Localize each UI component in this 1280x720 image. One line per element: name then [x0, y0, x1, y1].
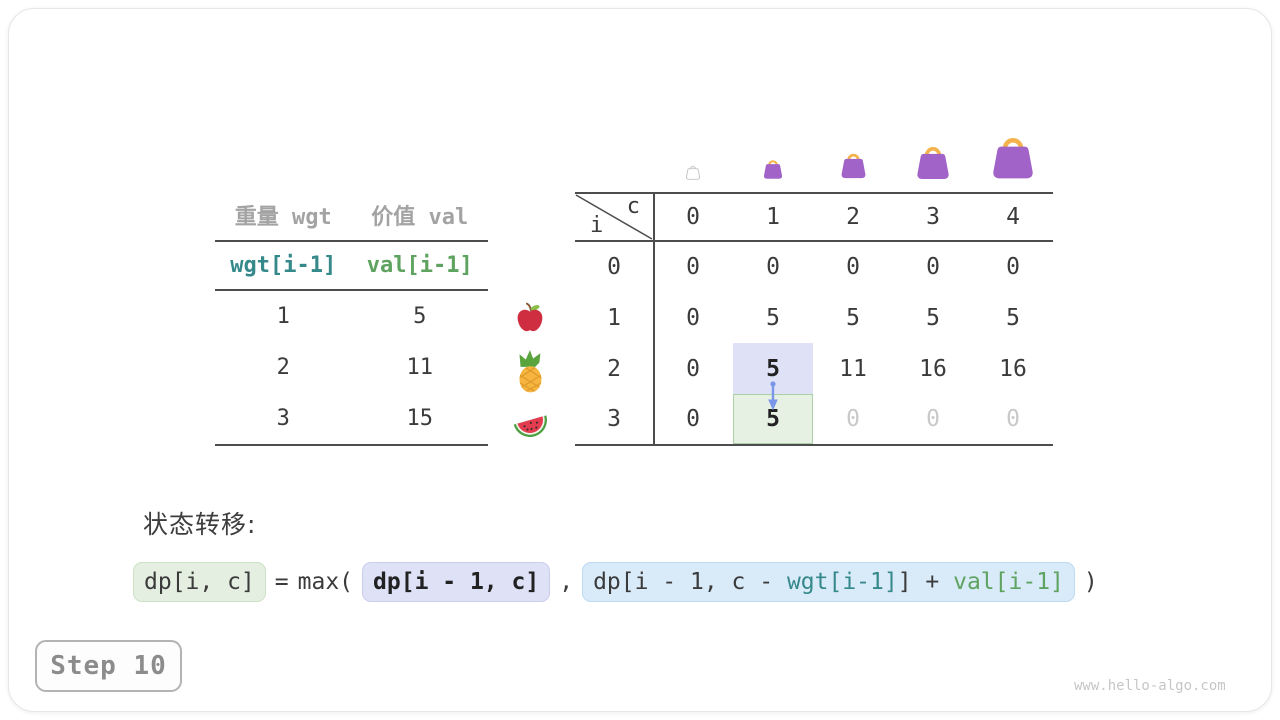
dp-table-vertical-divider — [653, 194, 655, 444]
item-table-row: 2 11 — [215, 342, 488, 393]
formula-max-open: max( — [297, 569, 354, 595]
pineapple-icon — [519, 350, 542, 393]
dp-table-corner-cell: c i — [575, 194, 653, 242]
dp-row-header: 3 — [607, 406, 621, 432]
item-table: 重量 wgt 价值 val wgt[i-1] val[i-1] 1 5 2 11… — [215, 190, 488, 446]
dp-col-header: 1 — [733, 194, 813, 242]
item-weight: 1 — [276, 304, 290, 329]
item-table-header-row: 重量 wgt 价值 val — [215, 190, 488, 242]
dp-col-header: 2 — [813, 194, 893, 242]
formula-lhs-box: dp[i, c] — [133, 562, 266, 602]
dp-cell-unfilled: 0 — [926, 406, 940, 432]
dp-cell: 16 — [919, 355, 947, 382]
formula-arg1-box: dp[i - 1, c] — [362, 562, 551, 602]
formula-arg2-val: val[i-1] — [953, 569, 1064, 595]
watermelon-icon — [513, 415, 547, 437]
dp-table: c i 0 1 2 3 4 0 0 0 0 0 0 1 0 5 5 5 5 2 … — [575, 192, 1053, 446]
step-badge: Step 10 — [35, 640, 182, 692]
dp-cell: 5 — [1006, 304, 1020, 331]
dp-col-header: 4 — [973, 194, 1053, 242]
bag-icon-large — [917, 147, 949, 180]
state-transition-label: 状态转移: — [143, 510, 257, 539]
item-value: 15 — [406, 406, 434, 431]
dp-row-header: 0 — [607, 254, 621, 280]
formula-close-paren: ) — [1083, 569, 1098, 595]
formula-arg2-prefix: dp[i - 1, c - — [593, 569, 787, 595]
dp-cell-unfilled: 0 — [1006, 406, 1020, 432]
dp-cell-unfilled: 0 — [846, 406, 860, 432]
bag-icon-xlarge — [993, 138, 1033, 179]
dp-cell: 0 — [686, 355, 700, 382]
dp-cell: 0 — [686, 304, 700, 331]
dp-cell: 0 — [766, 254, 780, 280]
formula-comma: , — [559, 569, 574, 595]
item-table-wgt-expr: wgt[i-1] — [230, 253, 337, 278]
item-table-index-row: wgt[i-1] val[i-1] — [215, 242, 488, 291]
bag-icon-medium — [841, 153, 866, 179]
dp-row-header: 2 — [607, 355, 621, 382]
dp-col-header: 0 — [653, 194, 733, 242]
dp-cell: 0 — [926, 254, 940, 280]
state-transition-formula: dp[i, c] = max( dp[i - 1, c] , dp[i - 1,… — [133, 562, 1098, 602]
transition-arrow-icon — [768, 381, 778, 411]
formula-arg2-middle: ] + — [897, 569, 954, 595]
dp-cell: 0 — [846, 254, 860, 280]
bag-icon-small — [763, 160, 783, 179]
formula-equals: = — [274, 569, 289, 595]
empty-bag-icon — [685, 165, 701, 180]
dp-cell: 0 — [686, 254, 700, 280]
item-weight: 3 — [276, 406, 290, 431]
formula-arg2-wgt: wgt[i-1] — [786, 569, 898, 595]
dp-row-header: 1 — [607, 304, 621, 331]
dp-cell: 11 — [839, 355, 867, 382]
item-table-row: 3 15 — [215, 393, 488, 446]
dp-cell: 16 — [999, 355, 1027, 382]
dp-cell: 0 — [1006, 254, 1020, 280]
item-table-header-value: 价值 val — [371, 205, 469, 230]
corner-row-label: i — [590, 213, 604, 238]
item-table-header-weight: 重量 wgt — [234, 205, 332, 230]
formula-arg2-box: dp[i - 1, c - wgt[i-1]] + val[i-1] — [582, 562, 1075, 602]
corner-col-label: c — [626, 194, 640, 219]
apple-icon — [517, 302, 543, 332]
dp-cell: 0 — [686, 406, 700, 432]
item-value: 11 — [406, 355, 434, 380]
dp-cell: 5 — [926, 304, 940, 331]
dp-cell: 5 — [766, 304, 780, 331]
dp-col-header: 3 — [893, 194, 973, 242]
item-table-row: 1 5 — [215, 291, 488, 342]
item-value: 5 — [413, 304, 427, 329]
corner-diagonal-line — [575, 194, 653, 240]
item-table-val-expr: val[i-1] — [366, 253, 473, 278]
dp-cell: 5 — [846, 304, 860, 331]
watermark: www.hello-algo.com — [1074, 678, 1226, 694]
item-weight: 2 — [276, 355, 290, 380]
